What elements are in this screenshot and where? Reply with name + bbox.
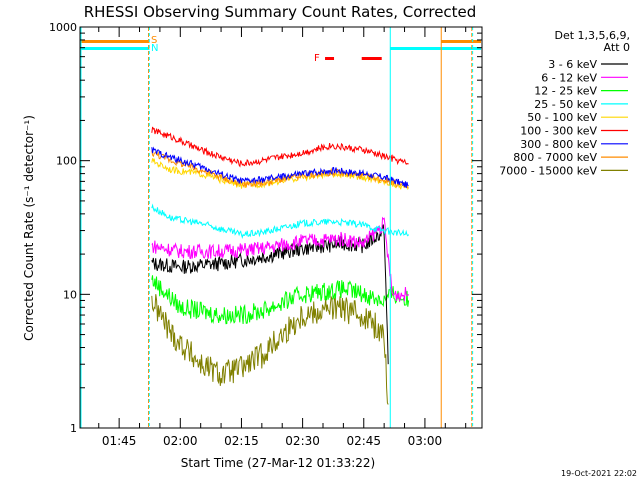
y-tick-label: 1 xyxy=(70,422,77,435)
legend-label: 100 - 300 keV xyxy=(520,125,597,138)
legend-label: 7000 - 15000 keV xyxy=(499,164,597,177)
x-tick-label: 02:45 xyxy=(346,434,381,448)
plot-area: SN F xyxy=(80,27,481,428)
flag-bar-saa-left xyxy=(81,40,150,43)
flag-bar-saa-right xyxy=(441,40,481,43)
x-axis-label: Start Time (27-Mar-12 01:33:22) xyxy=(181,456,375,470)
legend-label: 800 - 7000 keV xyxy=(513,151,597,164)
flag-label-saa: S xyxy=(151,35,157,46)
series-line-8 xyxy=(151,294,389,405)
timestamp-footer: 19-Oct-2021 22:02 xyxy=(561,469,637,478)
y-tick-label: 10 xyxy=(63,288,77,301)
flag-bar-night-right xyxy=(390,47,481,50)
x-tick-label: 02:00 xyxy=(163,434,198,448)
series-line-2 xyxy=(151,275,410,325)
series-line-6 xyxy=(151,146,409,189)
legend-label: 300 - 800 keV xyxy=(520,138,597,151)
x-tick-label: 02:30 xyxy=(285,434,320,448)
legend-label: 3 - 6 keV xyxy=(548,58,597,71)
y-tick-label: 100 xyxy=(56,155,77,168)
y-tick-label: 1000 xyxy=(49,21,77,34)
series-line-1 xyxy=(151,216,410,302)
series-line-0 xyxy=(151,224,389,365)
flag-label-flare: F xyxy=(314,53,320,64)
series-line-5 xyxy=(151,126,409,168)
axes: 1 10 100 1000 01:45 02:00 02:15 02:30 02:45 03:00 xyxy=(49,21,483,448)
y-axis-label: Corrected Count Rate (s⁻¹ detector⁻¹) xyxy=(22,115,36,341)
series-line-3 xyxy=(151,203,410,239)
legend-header-detectors: Det 1,3,5,6,9, xyxy=(554,29,630,42)
legend-label: 12 - 25 keV xyxy=(534,85,597,98)
flag-bar-night-left xyxy=(81,47,150,50)
x-tick-label: 03:00 xyxy=(408,434,443,448)
flag-label-night: N xyxy=(151,43,158,54)
legend-header-attenuator: Att 0 xyxy=(604,41,630,54)
flag-bar-flare-1 xyxy=(325,57,335,60)
x-tick-label: 02:15 xyxy=(224,434,259,448)
flag-bar-flare-2 xyxy=(361,57,382,60)
x-tick-label: 01:45 xyxy=(102,434,137,448)
chart-title: RHESSI Observing Summary Count Rates, Co… xyxy=(84,3,477,21)
legend-label: 50 - 100 keV xyxy=(527,111,597,124)
legend-label: 6 - 12 keV xyxy=(541,71,597,84)
plot-frame xyxy=(79,26,483,429)
legend-label: 25 - 50 keV xyxy=(534,98,597,111)
